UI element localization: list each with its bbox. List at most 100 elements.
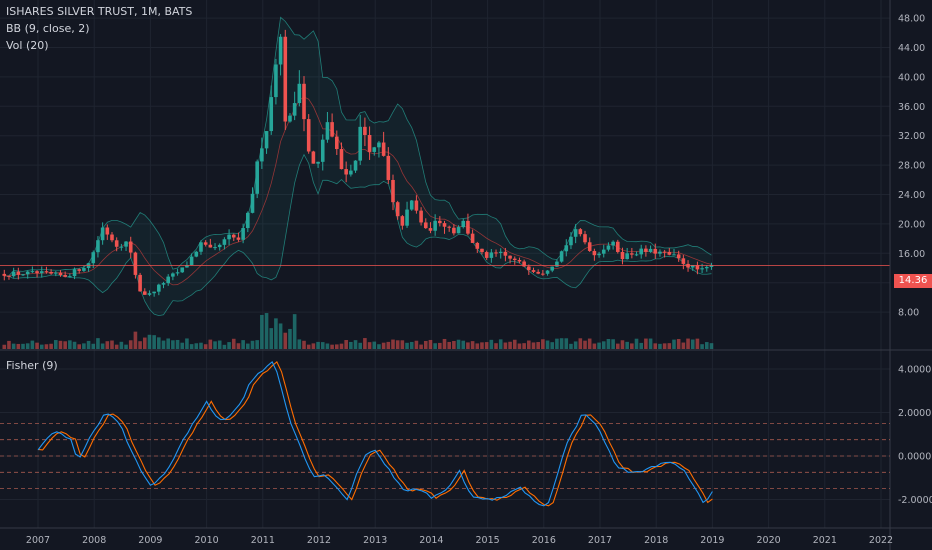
- volume-bar: [142, 337, 147, 349]
- candle-body: [161, 283, 166, 285]
- series-title[interactable]: ISHARES SILVER TRUST, 1M, BATS: [6, 5, 193, 18]
- candle-body: [644, 248, 648, 252]
- candle-body: [68, 276, 72, 278]
- volume-bar: [334, 344, 339, 349]
- volume-bar: [681, 342, 686, 349]
- candle-body: [672, 254, 676, 256]
- volume-bar: [700, 344, 704, 349]
- volume-bar: [110, 340, 114, 349]
- fisher-axis-tick: 4.0000: [898, 365, 931, 376]
- volume-bar: [161, 340, 166, 349]
- candle-body: [555, 261, 559, 267]
- volume-bar: [630, 343, 634, 349]
- time-axis-tick: 2019: [700, 535, 724, 546]
- volume-bar: [185, 338, 189, 349]
- time-axis-tick: 2013: [363, 535, 387, 546]
- volume-bar: [283, 332, 288, 349]
- volume-bar: [386, 341, 391, 349]
- candle-body: [44, 271, 49, 273]
- candle-body: [114, 240, 119, 247]
- volume-bar: [302, 340, 306, 349]
- candle-body: [302, 83, 306, 120]
- candle-body: [35, 271, 39, 274]
- candle-body: [704, 266, 709, 269]
- time-axis-tick: 2009: [138, 535, 162, 546]
- candle-body: [667, 252, 672, 255]
- candle-body: [208, 244, 213, 248]
- volume-bar: [269, 328, 274, 349]
- candle-body: [274, 64, 278, 98]
- volume-bar: [438, 342, 442, 349]
- candle-body: [405, 209, 409, 226]
- volume-bar: [466, 342, 470, 349]
- candle-body: [11, 271, 16, 277]
- time-axis-tick: 2010: [195, 535, 219, 546]
- candle-body: [325, 122, 330, 140]
- fisher-axis-tick: -2.0000: [898, 495, 932, 506]
- volume-bar: [278, 323, 283, 349]
- volume-bar: [475, 343, 480, 349]
- price-axis-tick: 16.00: [898, 249, 925, 260]
- volume-indicator-label[interactable]: Vol (20): [6, 39, 49, 52]
- candle-body: [625, 253, 629, 260]
- volume-bar: [480, 342, 484, 349]
- candle-body: [25, 271, 30, 275]
- candle-body: [419, 210, 423, 223]
- volume-bar: [555, 338, 559, 349]
- candle-body: [330, 122, 334, 137]
- candle-body: [545, 270, 550, 274]
- candle-body: [49, 271, 53, 274]
- volume-bar: [409, 341, 414, 349]
- candle-body: [320, 139, 325, 162]
- volume-bar: [522, 343, 526, 349]
- candle-body: [564, 245, 569, 252]
- volume-bar: [320, 342, 325, 349]
- candle-body: [480, 248, 484, 253]
- fisher-axis-tick: 2.0000: [898, 408, 931, 419]
- volume-bar: [372, 341, 377, 349]
- volume-bar: [695, 338, 700, 349]
- volume-bar: [395, 340, 400, 349]
- volume-bar: [339, 343, 344, 349]
- volume-bar: [508, 341, 512, 349]
- volume-bar: [653, 343, 658, 349]
- candle-body: [461, 220, 466, 228]
- fisher-indicator-label[interactable]: Fisher (9): [6, 359, 58, 372]
- volume-bar: [686, 338, 690, 349]
- candle-body: [433, 220, 437, 231]
- candle-body: [569, 236, 573, 246]
- volume-bar: [147, 334, 152, 349]
- price-axis-tick: 48.00: [898, 14, 925, 25]
- candle-body: [110, 234, 114, 241]
- volume-bar: [114, 344, 119, 349]
- candle-body: [630, 253, 634, 255]
- candle-body: [82, 268, 86, 271]
- candle-body: [231, 234, 236, 238]
- volume-bar: [456, 339, 461, 349]
- volume-bar: [152, 335, 156, 349]
- candle-body: [367, 134, 372, 152]
- volume-bar: [358, 342, 363, 349]
- volume-bar: [213, 341, 217, 349]
- candle-body: [498, 251, 503, 253]
- bb-indicator-label[interactable]: BB (9, close, 2): [6, 22, 90, 35]
- volume-bar: [489, 339, 494, 349]
- candle-body: [292, 103, 297, 116]
- volume-bar: [194, 343, 199, 349]
- candle-body: [91, 252, 96, 264]
- candle-body: [344, 169, 348, 175]
- candle-body: [527, 266, 531, 271]
- volume-bar: [63, 341, 67, 349]
- candle-body: [438, 220, 442, 224]
- time-axis-tick: 2011: [251, 535, 275, 546]
- volume-bar: [578, 338, 583, 349]
- volume-bar: [353, 340, 358, 349]
- volume-bar: [400, 340, 405, 349]
- volume-bar: [264, 313, 269, 349]
- volume-bar: [2, 344, 7, 349]
- candle-body: [517, 260, 522, 262]
- candle-body: [63, 274, 67, 277]
- candle-body: [128, 241, 133, 253]
- bollinger-upper-line: [4, 16, 712, 277]
